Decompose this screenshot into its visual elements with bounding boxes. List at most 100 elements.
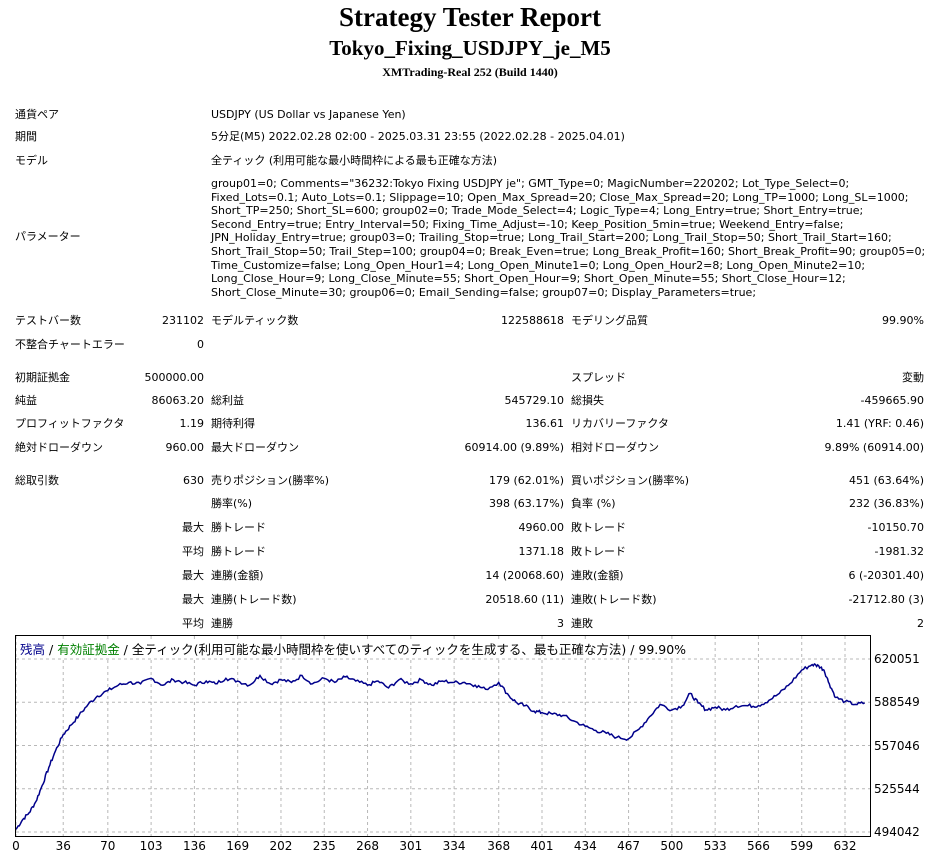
x-tick-label: 202 xyxy=(269,839,293,853)
quality-label: モデリング品質 xyxy=(571,314,648,327)
x-tick-label: 36 xyxy=(55,839,71,853)
symbol-value: USDJPY (US Dollar vs Japanese Yen) xyxy=(211,108,406,121)
short-positions-value: 179 (62.01%) xyxy=(488,474,564,487)
avg-consec-wins-value: 3 xyxy=(557,617,564,630)
x-tick-label: 301 xyxy=(399,839,423,853)
avg-label: 平均 xyxy=(182,545,204,558)
x-tick-label: 0 xyxy=(12,839,20,853)
net-profit-label: 純益 xyxy=(15,394,37,407)
total-trades-value: 630 xyxy=(183,474,204,487)
profit-factor-label: プロフィットファクタ xyxy=(15,417,125,430)
profit-factor-value: 1.19 xyxy=(179,417,205,430)
ticks-label: モデルティック数 xyxy=(211,314,299,327)
period-label: 期間 xyxy=(15,130,37,143)
x-tick-label: 434 xyxy=(573,839,597,853)
max-drawdown-label: 最大ドローダウン xyxy=(211,441,299,454)
largest-win-label: 勝トレード xyxy=(211,521,266,534)
chart-title-balance: 残高 xyxy=(20,642,46,657)
bars-label: テストバー数 xyxy=(15,314,81,327)
report-title: Strategy Tester Report xyxy=(339,2,601,32)
loss-rate-label: 負率 (%) xyxy=(571,497,616,510)
avg-label: 平均 xyxy=(182,617,204,630)
recovery-factor-label: リカバリーファクタ xyxy=(571,417,669,430)
balance-chart: 残高 / 有効証拠金 / 全ティック(利用可能な最小時間枠を使いすべてのティック… xyxy=(15,635,871,837)
x-tick-label: 235 xyxy=(312,839,336,853)
gross-loss-value: -459665.90 xyxy=(860,394,924,407)
x-tick-label: 334 xyxy=(442,839,466,853)
x-tick-label: 500 xyxy=(660,839,684,853)
x-tick-label: 566 xyxy=(746,839,770,853)
avg-loss-value: -1981.32 xyxy=(874,545,924,558)
max-label: 最大 xyxy=(182,593,204,606)
chart-title: 残高 / 有効証拠金 / 全ティック(利用可能な最小時間枠を使いすべてのティック… xyxy=(20,639,689,658)
expected-payoff-value: 136.61 xyxy=(525,417,565,430)
max-label: 最大 xyxy=(182,521,204,534)
abs-drawdown-label: 絶対ドローダウン xyxy=(15,441,103,454)
x-tick-label: 599 xyxy=(790,839,814,853)
y-tick-label: 525544 xyxy=(874,781,920,796)
params-label: パラメーター xyxy=(15,230,81,243)
x-tick-label: 467 xyxy=(617,839,641,853)
long-positions-label: 買いポジション(勝率%) xyxy=(571,474,690,487)
win-rate-value: 398 (63.17%) xyxy=(488,497,564,510)
max-consec-loss-money-value: 6 (-20301.40) xyxy=(848,569,924,582)
max-consec-wins-money-label: 連勝(金額) xyxy=(211,569,264,582)
y-tick-label: 620051 xyxy=(874,652,920,666)
x-tick-label: 103 xyxy=(139,839,163,853)
period-value: 5分足(M5) 2022.02.28 02:00 - 2025.03.31 23… xyxy=(211,130,625,143)
long-positions-value: 451 (63.64%) xyxy=(848,474,924,487)
short-positions-label: 売りポジション(勝率%) xyxy=(211,474,330,487)
largest-loss-label: 敗トレード xyxy=(571,521,626,534)
deposit-label: 初期証拠金 xyxy=(15,371,70,384)
recovery-factor-value: 1.41 (YRF: 0.46) xyxy=(835,417,924,430)
rel-drawdown-label: 相対ドローダウン xyxy=(571,441,659,454)
net-profit-value: 86063.20 xyxy=(151,394,205,407)
expected-payoff-label: 期待利得 xyxy=(211,417,255,430)
max-consec-wins-count-value: 20518.60 (11) xyxy=(485,593,564,606)
params-value: group01=0; Comments="36232:Tokyo Fixing … xyxy=(211,177,926,299)
gross-loss-label: 総損失 xyxy=(571,394,604,407)
spread-value: 変動 xyxy=(902,371,924,384)
mismatch-label: 不整合チャートエラー xyxy=(15,338,125,351)
y-tick-label: 588549 xyxy=(874,695,920,710)
x-tick-label: 136 xyxy=(182,839,206,853)
avg-consec-loss-value: 2 xyxy=(917,617,924,630)
model-label: モデル xyxy=(15,154,48,167)
quality-value: 99.90% xyxy=(882,314,924,327)
rel-drawdown-value: 9.89% (60914.00) xyxy=(824,441,924,454)
spread-label: スプレッド xyxy=(571,371,626,384)
deposit-value: 500000.00 xyxy=(144,371,205,384)
balance-series-line xyxy=(16,662,865,830)
gross-profit-value: 545729.10 xyxy=(504,394,565,407)
mismatch-value: 0 xyxy=(197,338,204,351)
y-tick-label: 494042 xyxy=(874,825,920,839)
loss-rate-value: 232 (36.83%) xyxy=(848,497,924,510)
avg-loss-label: 敗トレード xyxy=(571,545,626,558)
avg-consec-loss-label: 連敗 xyxy=(571,617,593,630)
x-tick-label: 533 xyxy=(703,839,727,853)
y-tick-label: 557046 xyxy=(874,738,920,753)
max-consec-loss-count-label: 連敗(トレード数) xyxy=(571,593,657,606)
bars-value: 231102 xyxy=(162,314,204,327)
x-tick-label: 368 xyxy=(487,839,511,853)
chart-title-rest: / 全ティック(利用可能な最小時間枠を使いすべてのティックを生成する、最も正確な… xyxy=(119,642,687,657)
max-consec-wins-money-value: 14 (20068.60) xyxy=(485,569,564,582)
abs-drawdown-value: 960.00 xyxy=(165,441,205,454)
gross-profit-label: 総利益 xyxy=(211,394,244,407)
max-consec-loss-money-label: 連敗(金額) xyxy=(571,569,624,582)
avg-win-label: 勝トレード xyxy=(211,545,266,558)
total-trades-label: 総取引数 xyxy=(15,474,59,487)
max-label: 最大 xyxy=(182,569,204,582)
balance-chart-svg xyxy=(16,636,870,836)
x-tick-label: 401 xyxy=(530,839,554,853)
largest-win-value: 4960.00 xyxy=(518,521,565,534)
chart-title-sep: / xyxy=(45,642,58,657)
symbol-label: 通貨ペア xyxy=(15,108,59,121)
x-tick-label: 268 xyxy=(356,839,379,853)
max-consec-loss-count-value: -21712.80 (3) xyxy=(848,593,924,606)
largest-loss-value: -10150.70 xyxy=(867,521,924,534)
x-tick-label: 632 xyxy=(833,839,857,853)
server-info: XMTrading-Real 252 (Build 1440) xyxy=(382,65,558,79)
avg-win-value: 1371.18 xyxy=(518,545,565,558)
x-tick-label: 169 xyxy=(226,839,250,853)
